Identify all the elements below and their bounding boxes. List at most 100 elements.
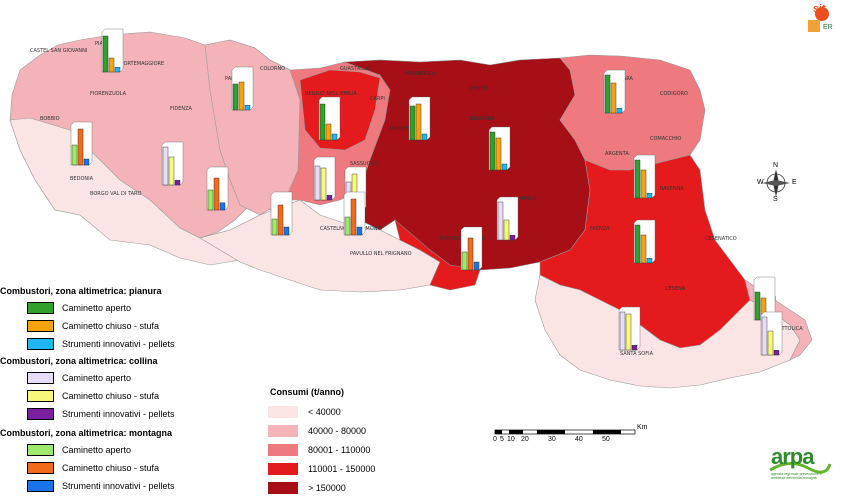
legend-group-title: Combustori, zona altimetrica: montagna xyxy=(0,428,173,438)
province-bar xyxy=(238,81,245,111)
province-bar xyxy=(326,194,333,201)
consumi-swatch xyxy=(268,463,298,475)
legend-item: Strumenti innovativi - pellets xyxy=(27,336,175,351)
province-bar xyxy=(283,226,290,236)
town-label: CESENA xyxy=(665,286,686,292)
legend-item-label: Caminetto aperto xyxy=(62,372,132,383)
legend-swatch xyxy=(27,319,54,332)
province-bar-chart xyxy=(760,311,783,356)
consumi-class: 110001 - 150000 xyxy=(268,462,375,476)
scale-tick-label: 5 xyxy=(500,436,504,443)
region-ferrara xyxy=(559,54,706,171)
town-label: BOBBIO xyxy=(40,116,60,122)
province-bar xyxy=(168,156,175,186)
province-bar xyxy=(71,144,78,166)
province-bar xyxy=(646,258,653,264)
consumi-label: > 150000 xyxy=(308,483,346,493)
legend-item: Caminetto chiuso - stufa xyxy=(27,460,159,475)
province-bar xyxy=(761,316,768,356)
province-bar xyxy=(314,165,321,201)
town-label: CESENATICO xyxy=(705,236,737,242)
province-bar xyxy=(473,261,480,271)
province-bar xyxy=(219,202,226,211)
scale-tick-label: 40 xyxy=(575,436,583,443)
town-label: COLORNO xyxy=(260,66,285,72)
province-bar xyxy=(77,128,84,166)
province-bar-chart xyxy=(270,191,293,236)
province-bar xyxy=(162,146,169,186)
town-label: COMACCHIO xyxy=(650,136,681,142)
province-bar-chart xyxy=(603,69,626,114)
legend-swatch xyxy=(27,371,54,384)
legend-item-label: Strumenti innovativi - pellets xyxy=(62,408,175,419)
scale-tick-label: 0 xyxy=(493,436,497,443)
legend-item-label: Caminetto aperto xyxy=(62,444,132,455)
scale-unit-label: Km xyxy=(637,424,648,431)
province-bar-chart xyxy=(206,166,229,211)
consumi-swatch xyxy=(268,444,298,456)
province-bar xyxy=(640,169,647,199)
province-bar xyxy=(501,163,508,171)
province-bar xyxy=(344,216,351,236)
province-bar xyxy=(83,158,90,166)
province-bar xyxy=(102,35,109,73)
legend-group-title: Combustori, zona altimetrica: collina xyxy=(0,356,158,366)
province-bar-chart xyxy=(460,226,483,271)
legend-swatch xyxy=(27,461,54,474)
province-bar xyxy=(325,123,332,141)
scale-tick-label: 20 xyxy=(521,436,529,443)
scale-tick-label: 10 xyxy=(507,436,515,443)
legend-item: Caminetto aperto xyxy=(27,442,131,457)
compass-w: W xyxy=(757,179,764,186)
legend-item: Strumenti innovativi - pellets xyxy=(27,478,175,493)
consumi-legend-title: Consumi (t/anno) xyxy=(270,387,344,397)
legend-item: Strumenti innovativi - pellets xyxy=(27,406,175,421)
province-bar xyxy=(509,234,516,241)
legend-item-label: Caminetto aperto xyxy=(62,302,132,313)
legend-item-label: Caminetto chiuso - stufa xyxy=(62,320,160,331)
province-bar xyxy=(409,105,416,141)
province-bar xyxy=(773,350,780,356)
town-label: MODENA xyxy=(390,126,413,132)
province-bar xyxy=(244,104,251,111)
province-bar-chart xyxy=(408,96,431,141)
town-label: BOLOGNA xyxy=(470,116,495,122)
er-logo-text: ER xyxy=(823,24,833,31)
province-regions xyxy=(9,31,813,389)
scale-tick-label: 30 xyxy=(548,436,556,443)
town-label: MIRANDOLA xyxy=(405,71,436,77)
province-bar xyxy=(415,103,422,141)
province-bar xyxy=(754,291,761,321)
town-label: GUASTALLA xyxy=(340,66,370,72)
province-bar xyxy=(207,189,214,211)
province-bar xyxy=(489,131,496,171)
consumi-label: 40000 - 80000 xyxy=(308,426,367,436)
province-bar xyxy=(767,330,774,356)
legend-item-label: Strumenti innovativi - pellets xyxy=(62,338,175,349)
town-label: RAVENNA xyxy=(660,186,684,192)
scale-bar xyxy=(494,429,636,435)
legend-item: Caminetto chiuso - stufa xyxy=(27,318,159,333)
consumi-class: > 150000 xyxy=(268,481,346,495)
town-label: BEDONIA xyxy=(70,176,94,182)
province-bar xyxy=(331,133,338,141)
province-bar-charts xyxy=(70,28,783,356)
province-bar xyxy=(271,218,278,236)
legend-item-label: Caminetto chiuso - stufa xyxy=(62,462,160,473)
province-bar-chart xyxy=(161,141,184,186)
legend-item-label: Caminetto chiuso - stufa xyxy=(62,390,160,401)
region-bologna-hills xyxy=(394,219,481,291)
consumi-swatch xyxy=(268,482,298,494)
province-bar xyxy=(634,224,641,264)
province-bar-chart xyxy=(318,96,341,141)
province-bar xyxy=(350,198,357,236)
province-bar xyxy=(108,57,115,73)
legend-item: Caminetto chiuso - stufa xyxy=(27,388,159,403)
province-bar-chart xyxy=(496,196,519,241)
town-label: SASSUOLO xyxy=(350,161,377,167)
town-label: CATTOLICA xyxy=(775,326,803,332)
province-bar-chart xyxy=(633,219,656,264)
town-label: PAVULLO NEL FRIGNANO xyxy=(350,251,412,257)
province-bar xyxy=(319,103,326,141)
